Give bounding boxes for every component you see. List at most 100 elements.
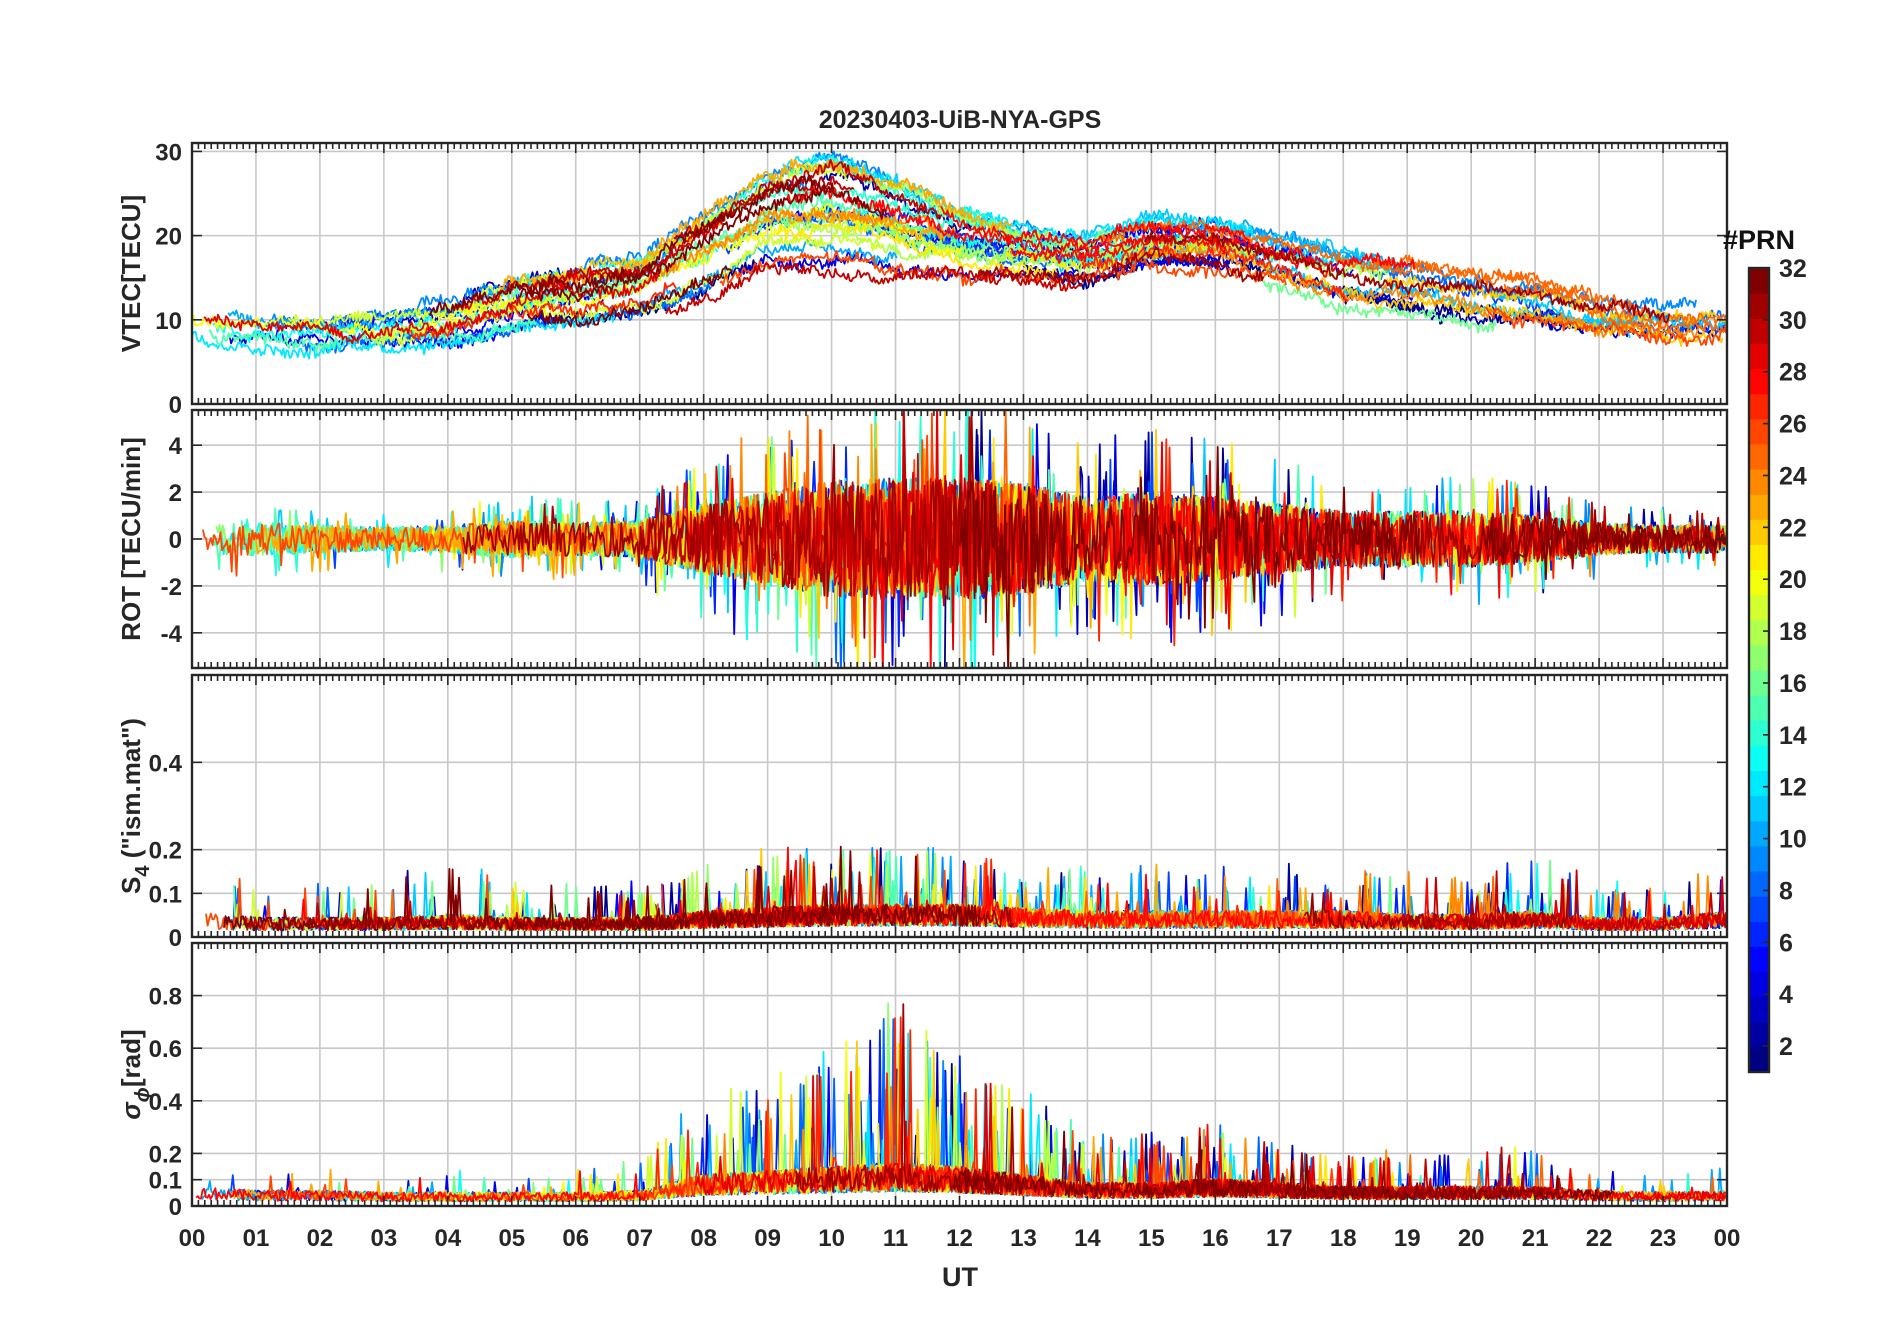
colorbar-tick-label: 2 <box>1779 1033 1793 1061</box>
panel-sigma: 00.10.2 0.4 0.6 0.8 σϕ[rad] <box>116 941 1729 1221</box>
colorbar-tick-label: 8 <box>1779 877 1793 905</box>
series-prn-12 <box>192 311 616 360</box>
series-prn-31 <box>1144 231 1671 324</box>
y-tick-label: 4 <box>169 433 183 460</box>
series-prn-28 <box>940 206 1416 273</box>
series-prn-29 <box>203 272 661 345</box>
series-prn-31 <box>462 410 1008 639</box>
series-prn-26 <box>1484 306 1727 348</box>
series-prn-27 <box>1081 241 1349 302</box>
x-tick-label: 20 <box>1458 1225 1485 1252</box>
x-tick-label: 19 <box>1394 1225 1421 1252</box>
x-tick-label: 00 <box>179 1225 206 1252</box>
series-prn-16 <box>1261 280 1497 334</box>
colorbar-segment <box>1749 795 1769 822</box>
colorbar-segment <box>1749 594 1769 621</box>
series-prn-8 <box>762 213 1066 268</box>
colorbar-segment <box>1749 494 1769 520</box>
colorbar-tick-label: 4 <box>1779 981 1793 1009</box>
series-prn-12 <box>782 153 1255 243</box>
colorbar-segment <box>1749 921 1769 947</box>
x-tick-label: 05 <box>498 1225 525 1252</box>
y-tick-label: -4 <box>161 621 183 648</box>
series-prn-19 <box>371 231 885 348</box>
chart-title: 20230403-UiB-NYA-GPS <box>819 106 1102 134</box>
series-prn-26 <box>261 1099 785 1203</box>
x-tick-label: 22 <box>1586 1225 1613 1252</box>
colorbar-segment <box>1749 871 1769 897</box>
series-prn-28 <box>1010 233 1227 264</box>
x-tick-label: 09 <box>754 1225 781 1252</box>
series-prn-30 <box>1134 1153 1367 1200</box>
x-tick-label: 12 <box>946 1225 973 1252</box>
colorbar-tick-label: 20 <box>1779 566 1807 594</box>
series-prn-32 <box>1281 1153 1615 1201</box>
colorbar-tick-label: 26 <box>1779 411 1807 439</box>
y-tick-label: 10 <box>155 308 182 335</box>
colorbar-segment <box>1749 946 1769 973</box>
x-tick-label: 07 <box>626 1225 653 1252</box>
y-tick-label: 0.6 <box>149 1036 182 1063</box>
colorbar-tick-label: 14 <box>1779 722 1807 750</box>
colorbar-tick-label: 10 <box>1779 826 1807 854</box>
colorbar-segment <box>1749 619 1769 646</box>
colorbar-segment <box>1749 544 1769 571</box>
panel-rot-series <box>202 410 1727 668</box>
series-prn-23 <box>498 158 1013 290</box>
series-prn-10 <box>632 239 898 311</box>
colorbar-segment <box>1749 343 1769 370</box>
colorbar-segment <box>1749 896 1769 922</box>
x-tick-label: 11 <box>883 1225 908 1252</box>
panel-rot: -4 -2 0 2 4 ROT [TECU/min] <box>116 408 1729 670</box>
y-tick-label: 0 <box>169 925 182 952</box>
colorbar-segment <box>1749 393 1769 420</box>
x-tick-label: 10 <box>818 1225 845 1252</box>
panel-sigma-series <box>195 1002 1727 1203</box>
series-prn-25 <box>1503 282 1727 335</box>
colorbar-segment <box>1749 318 1769 344</box>
panel-vtec: 0 10 20 30 VTEC[TECU] <box>116 139 1729 419</box>
colorbar-segment <box>1749 745 1769 772</box>
x-tick-label: 18 <box>1330 1225 1357 1252</box>
panel-vtec-series <box>192 150 1727 360</box>
y-axis-label-s4: S4 ("ism.mat") <box>116 718 154 894</box>
y-tick-label: 0 <box>169 392 182 419</box>
x-tick-label: 14 <box>1074 1225 1101 1252</box>
y-axis-label-rot: ROT [TECU/min] <box>116 437 146 641</box>
colorbar-segment <box>1749 971 1769 998</box>
colorbar-tick-label: 22 <box>1779 514 1807 542</box>
colorbar-tick-label: 28 <box>1779 359 1807 387</box>
colorbar-segment <box>1749 469 1769 495</box>
y-tick-label: 0.1 <box>149 1168 182 1195</box>
series-prn-32 <box>952 1130 1259 1199</box>
colorbar-tick-label: 6 <box>1779 929 1793 957</box>
colorbar-segment <box>1749 293 1769 319</box>
series-prn-32 <box>518 182 888 303</box>
series-prn-32 <box>526 265 733 328</box>
series-prn-32 <box>1477 513 1727 581</box>
colorbar-tick-label: 32 <box>1779 255 1807 283</box>
series-prn-30 <box>530 176 855 293</box>
x-tick-label: 23 <box>1650 1225 1677 1252</box>
x-tick-label: 08 <box>690 1225 717 1252</box>
colorbar-segment <box>1749 670 1769 696</box>
series-prn-15 <box>208 318 537 354</box>
x-tick-label: 13 <box>1010 1225 1037 1252</box>
x-tick-label: 02 <box>307 1225 334 1252</box>
y-tick-label: 0 <box>169 527 182 554</box>
y-axis-label-sigma: σϕ[rad] <box>116 1029 154 1119</box>
y-tick-label: 0.4 <box>149 750 183 777</box>
y-tick-label: 0.4 <box>149 1089 183 1116</box>
x-tick-label: 21 <box>1522 1225 1549 1252</box>
colorbar-tick-label: 24 <box>1779 462 1807 490</box>
y-tick-label: 0.1 <box>149 881 182 908</box>
x-tick-label: 00 <box>1714 1225 1741 1252</box>
series-prn-30 <box>673 158 942 240</box>
colorbar-segment <box>1749 996 1769 1023</box>
series-prn-32 <box>428 174 828 316</box>
panel-s4-series <box>205 845 1727 932</box>
colorbar-segment <box>1749 443 1769 470</box>
colorbar-segment <box>1749 1021 1769 1048</box>
